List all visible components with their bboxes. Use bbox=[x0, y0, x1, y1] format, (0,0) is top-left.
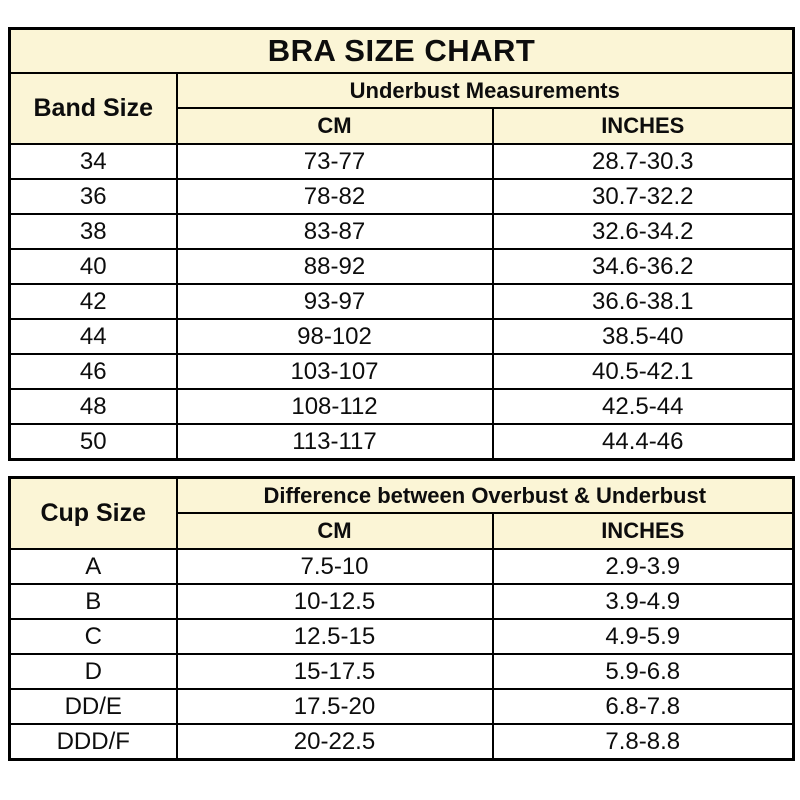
size-label-cell: A bbox=[8, 548, 178, 585]
inches-range-cell: 38.5-40 bbox=[491, 318, 795, 355]
table-row: 42 93-97 36.6-38.1 bbox=[8, 283, 795, 320]
table-row: DD/E 17.5-20 6.8-7.8 bbox=[8, 688, 795, 725]
inches-range-cell: 36.6-38.1 bbox=[491, 283, 795, 320]
cup-table-unit-header-row: CM INCHES bbox=[10, 512, 795, 550]
band-inches-column-header: INCHES bbox=[491, 107, 795, 145]
table-row: 34 73-77 28.7-30.3 bbox=[8, 143, 795, 180]
inches-range-cell: 5.9-6.8 bbox=[491, 653, 795, 690]
size-label-cell: 48 bbox=[8, 388, 178, 425]
band-cm-column-header: CM bbox=[175, 107, 494, 145]
band-size-table-body: 34 73-77 28.7-30.3 36 78-82 30.7-32.2 38… bbox=[8, 143, 795, 461]
cup-size-column-header: Cup Size bbox=[8, 476, 178, 550]
cm-range-cell: 93-97 bbox=[175, 283, 494, 320]
table-row: DDD/F 20-22.5 7.8-8.8 bbox=[8, 723, 795, 761]
size-label-cell: DDD/F bbox=[8, 723, 178, 761]
overbust-difference-header: Difference between Overbust & Underbust bbox=[175, 476, 795, 514]
table-row: 50 113-117 44.4-46 bbox=[8, 423, 795, 461]
underbust-measurements-header: Underbust Measurements bbox=[175, 72, 795, 109]
table-row: 48 108-112 42.5-44 bbox=[8, 388, 795, 425]
size-label-cell: 36 bbox=[8, 178, 178, 215]
size-label-cell: 44 bbox=[8, 318, 178, 355]
size-label-cell: 38 bbox=[8, 213, 178, 250]
size-label-cell: 50 bbox=[8, 423, 178, 461]
table-row: 36 78-82 30.7-32.2 bbox=[8, 178, 795, 215]
size-label-cell: 34 bbox=[8, 143, 178, 180]
table-row: 38 83-87 32.6-34.2 bbox=[8, 213, 795, 250]
chart-title-row: BRA SIZE CHART bbox=[8, 27, 795, 74]
table-row: 40 88-92 34.6-36.2 bbox=[8, 248, 795, 285]
size-label-cell: 46 bbox=[8, 353, 178, 390]
cup-size-table: Cup Size Difference between Overbust & U… bbox=[8, 476, 796, 761]
table-row: B 10-12.5 3.9-4.9 bbox=[8, 583, 795, 620]
size-label-cell: C bbox=[8, 618, 178, 655]
table-row: D 15-17.5 5.9-6.8 bbox=[8, 653, 795, 690]
cm-range-cell: 78-82 bbox=[175, 178, 494, 215]
inches-range-cell: 40.5-42.1 bbox=[491, 353, 795, 390]
cup-table-group-header-row: Cup Size Difference between Overbust & U… bbox=[8, 476, 795, 550]
size-label-cell: 42 bbox=[8, 283, 178, 320]
inches-range-cell: 28.7-30.3 bbox=[491, 143, 795, 180]
table-row: 44 98-102 38.5-40 bbox=[8, 318, 795, 355]
table-row: A 7.5-10 2.9-3.9 bbox=[8, 548, 795, 585]
cm-range-cell: 108-112 bbox=[175, 388, 494, 425]
size-label-cell: 40 bbox=[8, 248, 178, 285]
inches-range-cell: 2.9-3.9 bbox=[491, 548, 795, 585]
cm-range-cell: 12.5-15 bbox=[175, 618, 494, 655]
cm-range-cell: 20-22.5 bbox=[175, 723, 494, 761]
band-size-table: BRA SIZE CHART Band Size Underbust Measu… bbox=[8, 27, 796, 461]
bra-size-chart: BRA SIZE CHART Band Size Underbust Measu… bbox=[8, 27, 796, 761]
inches-range-cell: 30.7-32.2 bbox=[491, 178, 795, 215]
inches-range-cell: 4.9-5.9 bbox=[491, 618, 795, 655]
inches-range-cell: 3.9-4.9 bbox=[491, 583, 795, 620]
size-label-cell: DD/E bbox=[8, 688, 178, 725]
inches-range-cell: 7.8-8.8 bbox=[491, 723, 795, 761]
inches-range-cell: 32.6-34.2 bbox=[491, 213, 795, 250]
cm-range-cell: 88-92 bbox=[175, 248, 494, 285]
cup-inches-column-header: INCHES bbox=[491, 512, 795, 550]
cm-range-cell: 15-17.5 bbox=[175, 653, 494, 690]
table-row: C 12.5-15 4.9-5.9 bbox=[8, 618, 795, 655]
cup-size-table-body: A 7.5-10 2.9-3.9 B 10-12.5 3.9-4.9 C 12.… bbox=[8, 548, 795, 761]
cm-range-cell: 103-107 bbox=[175, 353, 494, 390]
cm-range-cell: 10-12.5 bbox=[175, 583, 494, 620]
cm-range-cell: 98-102 bbox=[175, 318, 494, 355]
size-label-cell: D bbox=[8, 653, 178, 690]
table-row: 46 103-107 40.5-42.1 bbox=[8, 353, 795, 390]
cm-range-cell: 83-87 bbox=[175, 213, 494, 250]
cup-cm-column-header: CM bbox=[175, 512, 494, 550]
inches-range-cell: 34.6-36.2 bbox=[491, 248, 795, 285]
cm-range-cell: 113-117 bbox=[175, 423, 494, 461]
cm-range-cell: 7.5-10 bbox=[175, 548, 494, 585]
size-label-cell: B bbox=[8, 583, 178, 620]
band-size-column-header: Band Size bbox=[8, 72, 178, 145]
inches-range-cell: 6.8-7.8 bbox=[491, 688, 795, 725]
band-table-group-header-row: Band Size Underbust Measurements bbox=[8, 72, 795, 145]
band-table-unit-header-row: CM INCHES bbox=[10, 107, 795, 145]
chart-title: BRA SIZE CHART bbox=[8, 27, 795, 74]
cm-range-cell: 17.5-20 bbox=[175, 688, 494, 725]
cm-range-cell: 73-77 bbox=[175, 143, 494, 180]
inches-range-cell: 42.5-44 bbox=[491, 388, 795, 425]
inches-range-cell: 44.4-46 bbox=[491, 423, 795, 461]
